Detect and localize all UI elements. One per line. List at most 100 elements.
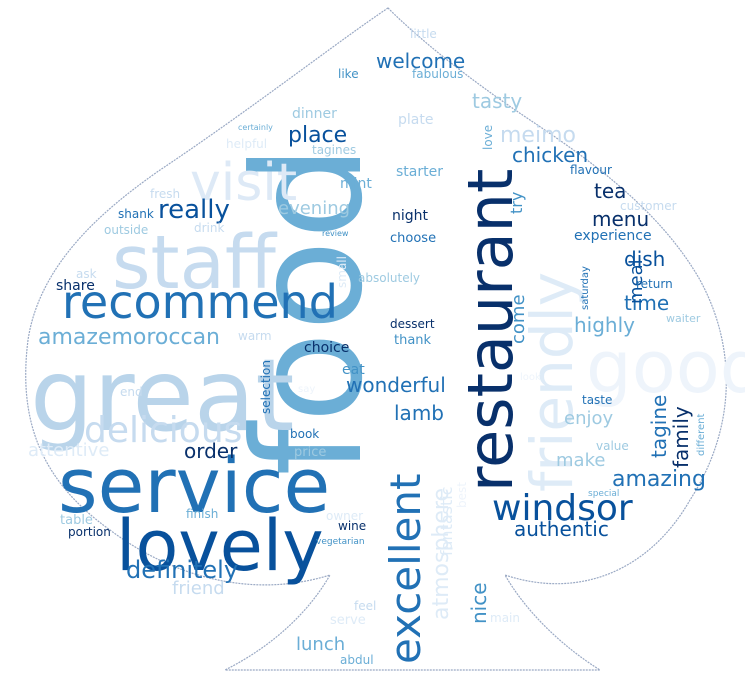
word-time: time bbox=[624, 291, 669, 315]
word-special: special bbox=[588, 489, 619, 499]
word-chicken: chicken bbox=[512, 143, 588, 167]
word-enjoy: enjoy bbox=[564, 408, 613, 429]
word-lunch: lunch bbox=[296, 634, 345, 655]
word-good: good bbox=[586, 325, 745, 409]
spade-outline bbox=[25, 7, 727, 671]
word-owner: owner bbox=[326, 509, 363, 523]
word-family: family bbox=[669, 406, 693, 468]
word-menu: menu bbox=[592, 207, 649, 231]
word-starter: starter bbox=[396, 164, 443, 180]
word-really: really bbox=[158, 195, 230, 225]
word-tea: tea bbox=[594, 179, 626, 203]
word-warm: warm bbox=[238, 329, 272, 343]
word-dish: dish bbox=[624, 247, 665, 271]
word-shank: shank bbox=[118, 207, 154, 221]
word-staff: staff bbox=[112, 220, 278, 306]
word-windsor: windsor bbox=[492, 488, 633, 529]
word-great: great bbox=[30, 337, 294, 454]
word-review: review bbox=[322, 229, 349, 238]
word-little: little bbox=[410, 27, 437, 41]
word-delicious: delicious bbox=[84, 410, 242, 451]
word-book: book bbox=[290, 427, 319, 441]
word-taste: taste bbox=[582, 393, 612, 407]
word-amazemoroccan: amazemoroccan bbox=[38, 325, 220, 350]
word-come: come bbox=[508, 294, 529, 344]
word-experience: experience bbox=[574, 228, 652, 244]
word-customer: customer bbox=[620, 199, 677, 213]
word-attentive: attentive bbox=[28, 440, 109, 461]
word-love: love bbox=[481, 125, 495, 150]
word-evening: evening bbox=[278, 198, 350, 219]
word-mint: mint bbox=[340, 176, 372, 192]
word-excellent: excellent bbox=[381, 474, 430, 664]
word-thank: thank bbox=[394, 333, 432, 348]
word-lovely: lovely bbox=[116, 505, 324, 587]
word-authentic: authentic bbox=[514, 517, 609, 541]
word-flavour: flavour bbox=[570, 163, 612, 177]
word-atmosphere: atmosphere bbox=[429, 488, 454, 620]
word-welcome: welcome bbox=[376, 49, 465, 73]
word-best: best bbox=[455, 482, 469, 508]
word-lamb: lamb bbox=[394, 401, 444, 425]
word-meimo: meimo bbox=[500, 123, 576, 148]
word-table: table bbox=[60, 513, 93, 528]
word-meal: meal bbox=[626, 259, 647, 304]
word-place: place bbox=[288, 123, 347, 148]
word-helpful: helpful bbox=[226, 137, 267, 151]
word-recommend: recommend bbox=[62, 275, 338, 329]
word-friendly: friendly bbox=[518, 272, 586, 492]
word-small: small bbox=[335, 256, 349, 288]
word-order: order bbox=[184, 439, 238, 463]
word-abdul: abdul bbox=[340, 653, 374, 667]
word-night: night bbox=[392, 208, 429, 224]
word-make: make bbox=[556, 450, 605, 471]
word-highly: highly bbox=[574, 313, 635, 337]
word-dinner: dinner bbox=[292, 106, 337, 122]
word-share: share bbox=[56, 278, 95, 294]
word-fantastic: fantastic bbox=[437, 486, 456, 556]
word-saturday: saturday bbox=[580, 266, 591, 310]
word-return: return bbox=[636, 277, 673, 291]
word-certainly: certainly bbox=[238, 123, 273, 132]
word-absolutely: absolutely bbox=[358, 271, 420, 285]
word-definitely: definitely bbox=[126, 556, 238, 584]
word-food: food bbox=[222, 144, 396, 476]
word-tasty: tasty bbox=[472, 89, 522, 113]
word-service: service bbox=[58, 441, 330, 530]
word-dessert: dessert bbox=[390, 317, 435, 331]
word-choice: choice bbox=[304, 340, 349, 356]
word-look: look bbox=[520, 372, 541, 383]
word-end: end bbox=[120, 385, 143, 399]
word-selection: selection bbox=[259, 360, 273, 414]
word-finish: finish bbox=[186, 507, 218, 521]
word-price: price bbox=[294, 445, 326, 460]
word-tagines: tagines bbox=[312, 143, 356, 157]
word-feel: feel bbox=[354, 599, 376, 613]
word-value: value bbox=[596, 439, 629, 453]
word-eat: eat bbox=[342, 362, 365, 378]
word-amazing: amazing bbox=[612, 467, 706, 492]
word-plate: plate bbox=[398, 112, 433, 128]
word-outside: outside bbox=[104, 223, 148, 237]
word-different: different bbox=[696, 413, 707, 456]
word-waiter: waiter bbox=[666, 312, 701, 325]
word-fabulous: fabulous bbox=[412, 67, 463, 81]
word-serve: serve bbox=[330, 613, 366, 628]
word-visit: visit bbox=[190, 153, 297, 213]
word-main: main bbox=[490, 611, 520, 625]
word-vegetarian: vegetarian bbox=[316, 537, 365, 547]
word-try: try bbox=[507, 192, 526, 214]
word-nice: nice bbox=[467, 582, 491, 624]
word-fresh: fresh bbox=[150, 187, 180, 201]
word-ask: ask bbox=[76, 267, 97, 281]
word-wonderful: wonderful bbox=[346, 373, 446, 397]
word-restaurant: restaurant bbox=[454, 169, 527, 492]
word-choose: choose bbox=[390, 231, 436, 246]
word-portion: portion bbox=[68, 525, 111, 539]
word-say: say bbox=[298, 384, 315, 395]
word-tagine: tagine bbox=[647, 395, 671, 458]
word-like: like bbox=[338, 67, 359, 81]
word-drink: drink bbox=[194, 221, 224, 235]
